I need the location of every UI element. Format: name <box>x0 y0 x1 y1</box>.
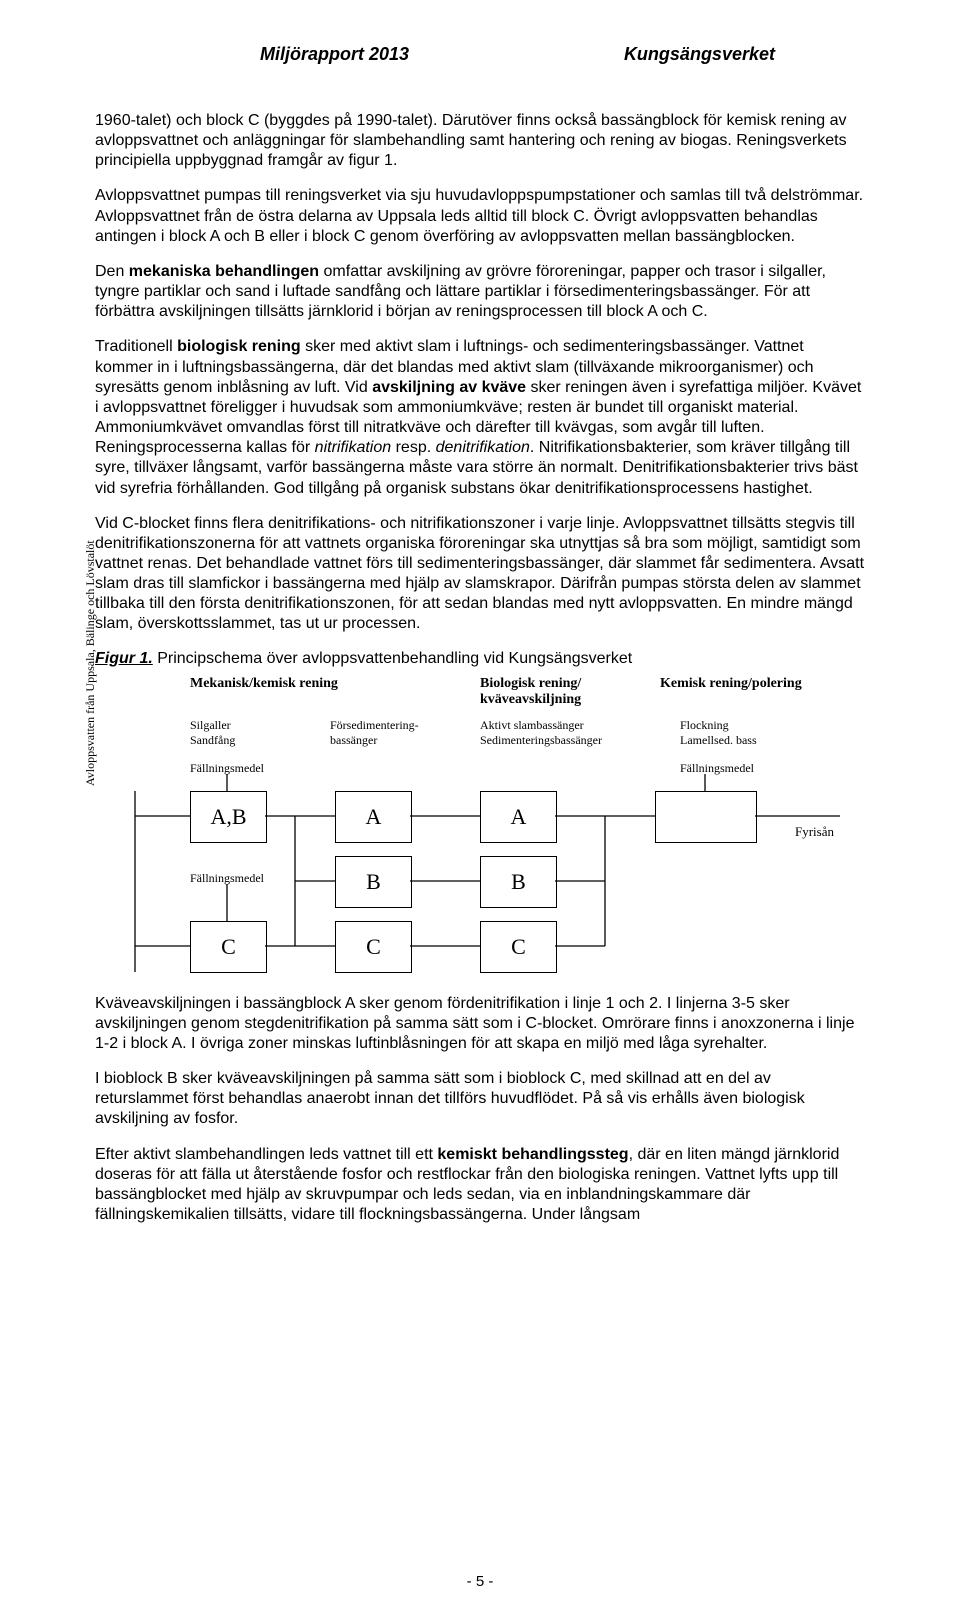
para-8: Efter aktivt slambehandlingen leds vattn… <box>95 1145 865 1226</box>
header-left: Miljörapport 2013 <box>260 44 409 65</box>
figure-caption: Figur 1. Principschema över avloppsvatte… <box>95 650 865 668</box>
para-2: Avloppsvattnet pumpas till reningsverket… <box>95 186 865 246</box>
para-4: Traditionell biologisk rening sker med a… <box>95 337 865 498</box>
para-6: Kväveavskiljningen i bassängblock A sker… <box>95 994 865 1054</box>
process-diagram: Avloppsvatten från Uppsala, Bälinge och … <box>95 676 865 976</box>
para-5: Vid C-blocket finns flera denitrifikatio… <box>95 514 865 635</box>
para-3: Den mekaniska behandlingen omfattar avsk… <box>95 262 865 322</box>
para-7: I bioblock B sker kväveavskiljningen på … <box>95 1069 865 1129</box>
page-number: - 5 - <box>0 1573 960 1590</box>
header-right: Kungsängsverket <box>624 44 775 65</box>
para-1: 1960-talet) och block C (byggdes på 1990… <box>95 111 865 171</box>
diagram-connectors <box>95 676 865 976</box>
